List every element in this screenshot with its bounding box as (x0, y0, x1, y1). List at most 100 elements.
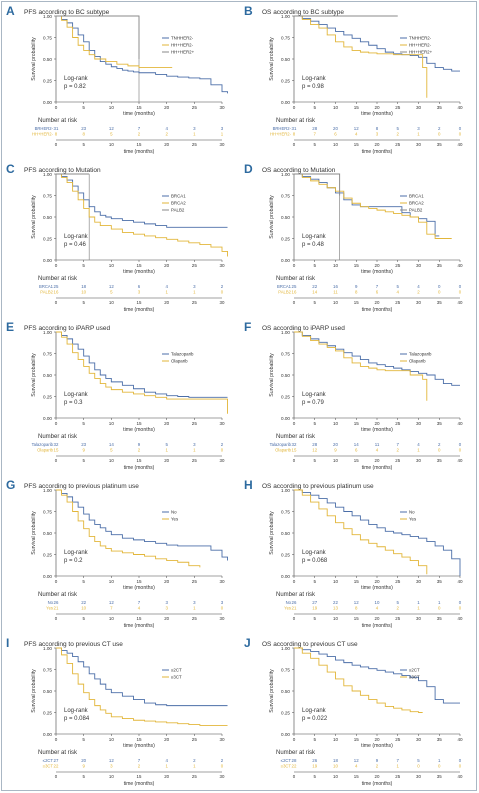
panel-title: PFS according to previous CT use (24, 641, 123, 648)
x-tick-label: 15 (136, 737, 142, 742)
x-tick-label: 30 (219, 579, 225, 584)
risk-cell: 21 (54, 606, 59, 611)
risk-cell: 1 (417, 606, 420, 611)
risk-cell: 12 (354, 758, 359, 763)
x-tick-label: 40 (457, 421, 463, 426)
risk-x-tick-label: 5 (82, 774, 85, 779)
risk-cell: 1 (438, 600, 441, 605)
risk-x-tick-label: 0 (55, 616, 58, 621)
risk-heading: Number at risk (276, 592, 316, 598)
x-tick-label: 30 (416, 263, 422, 268)
risk-x-label: time (months) (362, 149, 393, 155)
survival-curve-0 (56, 489, 228, 561)
risk-cell: 0 (438, 132, 441, 137)
risk-row-label: BRHER2- (273, 126, 292, 131)
risk-x-tick-label: 40 (458, 616, 463, 621)
risk-cell: 1 (438, 758, 441, 763)
x-tick-label: 35 (437, 105, 443, 110)
x-tick-label: 15 (354, 421, 360, 426)
panel-h: H OS according to previous platinum use 0.… (244, 478, 463, 629)
legend-label: Olaparib (171, 359, 188, 364)
risk-cell: 8 (355, 290, 358, 295)
risk-x-label: time (months) (362, 307, 393, 313)
risk-x-tick-label: 0 (293, 142, 296, 147)
risk-cell: 0 (438, 284, 441, 289)
risk-x-tick-label: 25 (192, 458, 197, 463)
risk-cell: 12 (109, 284, 114, 289)
risk-x-tick-label: 30 (416, 458, 421, 463)
panel-f: F OS according to iPARP used 0.00 0.25 0.50 0… (244, 320, 463, 471)
y-tick-label: 0.00 (281, 258, 290, 263)
risk-x-tick-label: 15 (354, 616, 359, 621)
p-value: p = 0.084 (64, 716, 90, 722)
panel-title: OS according to previous platinum use (262, 483, 374, 490)
panel-letter: H (244, 478, 253, 492)
panel-letter: B (244, 4, 253, 18)
risk-row-label: ≥3CT (281, 764, 292, 769)
risk-x-tick-label: 5 (314, 300, 317, 305)
risk-cell: 4 (376, 606, 379, 611)
risk-cell: 6 (138, 284, 141, 289)
survival-curve-0 (56, 647, 228, 707)
risk-cell: 5 (110, 132, 113, 137)
y-tick-label: 0.50 (43, 57, 52, 62)
y-axis-label: Survival probability (31, 37, 37, 81)
risk-x-tick-label: 25 (192, 142, 197, 147)
risk-cell: 28 (292, 758, 297, 763)
survival-curve-1 (294, 15, 428, 98)
risk-x-tick-label: 10 (109, 300, 114, 305)
risk-cell: 2 (397, 132, 400, 137)
x-tick-label: 0 (293, 263, 296, 268)
panel-title: OS according to Mutation (262, 167, 336, 174)
x-tick-label: 10 (333, 105, 339, 110)
risk-x-tick-label: 20 (375, 616, 380, 621)
risk-x-tick-label: 15 (354, 300, 359, 305)
risk-cell: 23 (81, 442, 86, 447)
risk-x-tick-label: 20 (164, 300, 169, 305)
risk-x-tick-label: 25 (192, 616, 197, 621)
legend-label: PALB2 (171, 208, 185, 213)
x-tick-label: 30 (219, 421, 225, 426)
risk-x-tick-label: 35 (437, 458, 442, 463)
risk-cell: 6 (334, 132, 337, 137)
risk-x-tick-label: 20 (375, 458, 380, 463)
risk-row-label: Yes (284, 606, 291, 611)
risk-x-tick-label: 20 (164, 774, 169, 779)
y-tick-label: 0.00 (281, 416, 290, 421)
risk-cell: 2 (165, 132, 168, 137)
risk-cell: 19 (312, 606, 317, 611)
risk-x-tick-label: 5 (82, 300, 85, 305)
x-tick-label: 5 (82, 421, 85, 426)
risk-cell: 0 (459, 606, 462, 611)
risk-cell: 2 (417, 290, 420, 295)
risk-cell: 12 (312, 448, 317, 453)
p-value: p = 0.46 (64, 242, 87, 248)
risk-cell: 20 (81, 758, 86, 763)
risk-x-tick-label: 30 (220, 774, 225, 779)
legend-label: BRCA1 (171, 194, 186, 199)
x-tick-label: 35 (437, 579, 443, 584)
survival-curve-0 (294, 489, 461, 576)
y-axis-label: Survival probability (31, 511, 37, 555)
y-tick-label: 0.75 (281, 193, 290, 198)
risk-x-tick-label: 10 (333, 458, 338, 463)
legend-label: Talazoparib (409, 352, 432, 357)
x-tick-label: 0 (293, 579, 296, 584)
risk-row-label: PALB2 (278, 290, 291, 295)
risk-x-tick-label: 30 (416, 774, 421, 779)
risk-cell: 2 (376, 764, 379, 769)
x-tick-label: 25 (395, 579, 401, 584)
risk-cell: 2 (221, 442, 224, 447)
risk-cell: 18 (333, 758, 338, 763)
y-tick-label: 0.75 (43, 509, 52, 514)
legend-label: Olaparib (409, 359, 426, 364)
risk-cell: 9 (82, 448, 85, 453)
risk-cell: 3 (193, 600, 196, 605)
risk-x-tick-label: 0 (293, 458, 296, 463)
x-tick-label: 25 (192, 579, 198, 584)
x-tick-label: 30 (219, 105, 225, 110)
x-tick-label: 15 (136, 421, 142, 426)
y-tick-label: 0.25 (281, 394, 290, 399)
x-tick-label: 0 (293, 105, 296, 110)
risk-cell: 1 (417, 448, 420, 453)
